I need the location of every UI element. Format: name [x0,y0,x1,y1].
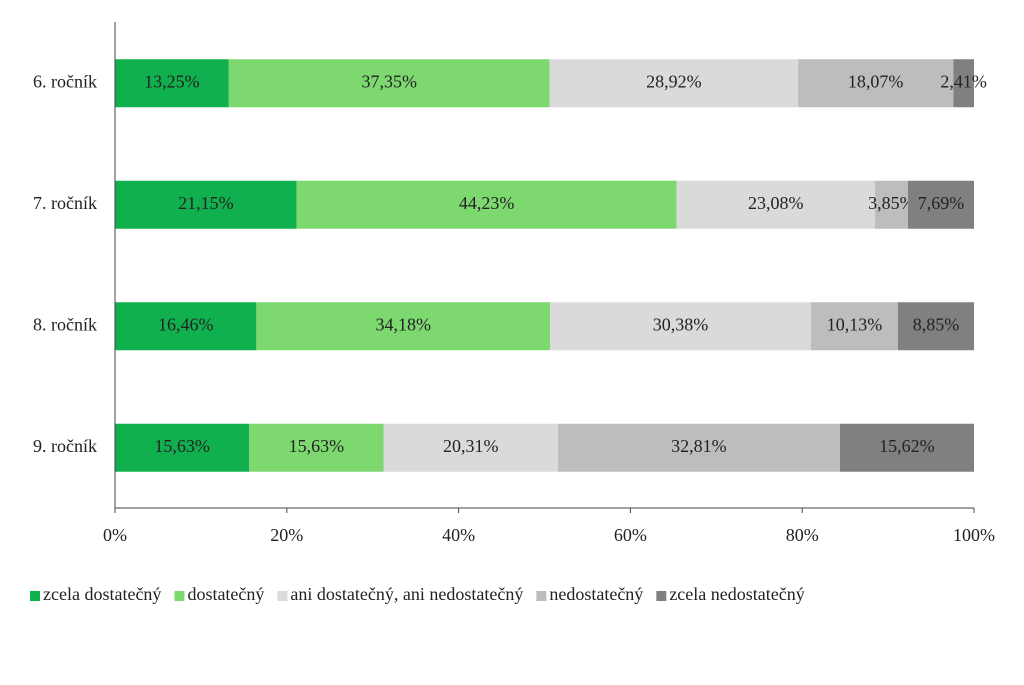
data-label: 16,46% [158,314,214,334]
data-label: 20,31% [443,436,499,456]
bar-segment [874,180,908,229]
data-label: 3,85% [868,193,915,213]
legend-swatch [536,591,547,601]
bar-segment [549,302,811,351]
data-label: 7,69% [918,193,965,213]
bar-segment [676,180,875,229]
bar-segment [810,302,898,351]
data-label: 37,35% [361,71,417,91]
bar-segment [115,180,297,229]
data-label: 34,18% [375,314,431,334]
data-label: 44,23% [459,193,515,213]
bar-segment [256,302,550,351]
y-tick-label: 6. ročník [33,71,97,91]
bar-segment [115,59,229,108]
y-tick-label: 8. ročník [33,314,97,334]
bar-segment [115,423,250,472]
x-tick-label: 20% [270,525,303,545]
legend-swatch [277,591,288,601]
legend-label: dostatečný [187,584,264,604]
data-label: 2,41% [940,71,987,91]
bar-segment [115,302,257,351]
data-label: 13,25% [144,71,200,91]
x-tick-label: 60% [614,525,647,545]
x-tick-label: 40% [442,525,475,545]
y-tick-label: 7. ročník [33,193,97,213]
data-label: 10,13% [827,314,883,334]
legend-swatch [656,591,667,601]
data-label: 21,15% [178,193,234,213]
data-label: 18,07% [848,71,904,91]
bar-segment [296,180,677,229]
bar-segment [839,423,974,472]
data-label: 30,38% [653,314,709,334]
bar-segment [798,59,954,108]
bar-segment [953,59,974,108]
legend-swatch [174,591,185,601]
bar-segment [907,180,974,229]
x-tick-label: 100% [953,525,995,545]
legend-label: zcela dostatečný [43,584,161,604]
data-label: 15,63% [289,436,345,456]
data-label: 28,92% [646,71,702,91]
bar-segment [549,59,799,108]
bar-segment [249,423,384,472]
x-tick-label: 0% [103,525,127,545]
bar-segment [228,59,550,108]
legend-label: ani dostatečný, ani nedostatečný [290,584,523,604]
legend-label: zcela nedostatečný [669,584,804,604]
legend-label: nedostatečný [549,584,643,604]
bar-segment [557,423,840,472]
data-label: 32,81% [671,436,727,456]
data-label: 15,63% [154,436,210,456]
data-label: 8,85% [913,314,960,334]
legend-swatch [30,591,40,601]
x-tick-label: 80% [786,525,819,545]
bar-segment [383,423,558,472]
y-tick-label: 9. ročník [33,436,97,456]
bar-segment [897,302,974,351]
data-label: 23,08% [748,193,804,213]
data-label: 15,62% [879,436,935,456]
